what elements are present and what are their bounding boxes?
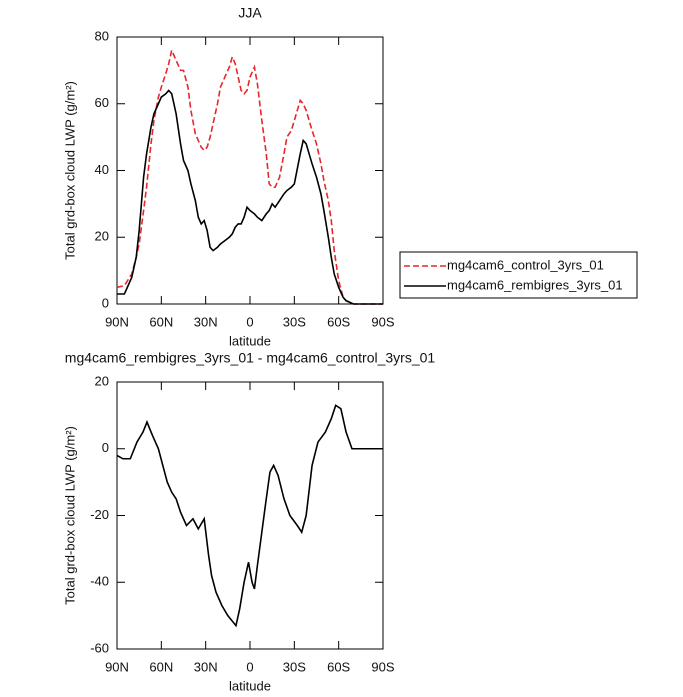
x-axis-label: latitude (229, 333, 271, 348)
legend-box (399, 251, 638, 299)
x-tick-label: 90N (105, 659, 129, 674)
y-tick-label: 40 (95, 162, 109, 177)
y-tick-label: 60 (95, 95, 109, 110)
x-tick-label: 60N (149, 314, 173, 329)
x-axis-label: latitude (229, 678, 271, 693)
data-line (116, 47, 383, 305)
y-tick-label: -40 (90, 574, 109, 589)
x-tick-label: 60S (327, 314, 350, 329)
x-tick-label: 90S (371, 314, 394, 329)
y-tick-label: 20 (95, 373, 109, 388)
x-tick-label: 60S (327, 659, 350, 674)
y-axis-label: Total grd-box cloud LWP (g/m²) (62, 81, 77, 260)
y-tick-label: -60 (90, 640, 109, 655)
x-tick-label: 30S (283, 314, 306, 329)
chart-title: JJA (238, 5, 262, 21)
data-line (116, 404, 383, 628)
legend-label: mg4cam6_rembigres_3yrs_01 (447, 277, 623, 292)
y-tick-label: 20 (95, 229, 109, 244)
x-tick-label: 30N (194, 659, 218, 674)
chart-title: mg4cam6_rembigres_3yrs_01 - mg4cam6_cont… (65, 350, 436, 366)
y-axis-label: Total grd-box cloud LWP (g/m²) (62, 426, 77, 605)
x-tick-label: 0 (246, 659, 253, 674)
x-tick-label: 60N (149, 659, 173, 674)
y-tick-label: 80 (95, 28, 109, 43)
legend-label: mg4cam6_control_3yrs_01 (447, 257, 604, 272)
x-tick-label: 30S (283, 659, 306, 674)
y-tick-label: 0 (102, 440, 109, 455)
x-tick-label: 90S (371, 659, 394, 674)
x-tick-label: 90N (105, 314, 129, 329)
y-tick-label: 0 (102, 295, 109, 310)
y-tick-label: -20 (90, 507, 109, 522)
x-tick-label: 30N (194, 314, 218, 329)
data-line (117, 89, 383, 305)
x-tick-label: 0 (246, 314, 253, 329)
